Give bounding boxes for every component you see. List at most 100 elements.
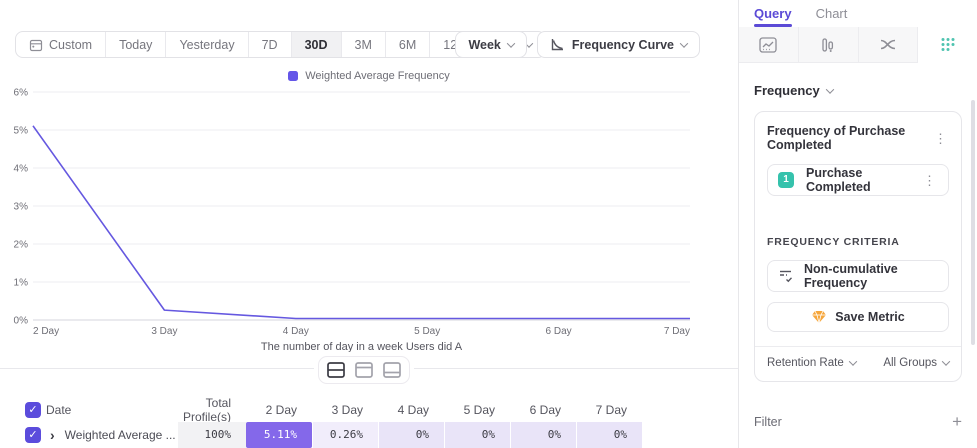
col-header-2day[interactable]: 2 Day [265, 403, 297, 417]
chart-type-strip [739, 27, 977, 63]
groups-label: All Groups [883, 357, 937, 369]
cell-2day: 5.11% [246, 422, 312, 448]
sidebar-scrollbar[interactable] [971, 100, 975, 345]
non-cumulative-frequency-button[interactable]: Non-cumulative Frequency [767, 260, 949, 292]
sidebar-content: Frequency Frequency of Purchase Complete… [739, 83, 977, 448]
x-tick-label: 5 Day [414, 326, 440, 337]
layout-chart-only-button[interactable] [352, 360, 376, 380]
x-tick-label: 7 Day [664, 326, 690, 337]
y-tick-label: 2% [14, 240, 29, 251]
select-all-checkbox[interactable]: ✓ [25, 402, 41, 418]
range-label: 7D [261, 37, 278, 52]
kebab-menu-icon[interactable]: ⋮ [923, 172, 936, 188]
event-index-badge: 1 [778, 172, 794, 188]
tab-label: Chart [815, 6, 848, 21]
kebab-menu-icon[interactable]: ⋮ [934, 130, 947, 146]
metric-type-label: Retention Rate [767, 357, 844, 369]
chart-type-flow-button[interactable] [858, 27, 919, 63]
frequency-query-card: Frequency of Purchase Completed ⋮ 1 Purc… [754, 111, 962, 382]
chart-legend[interactable]: Weighted Average Frequency [0, 70, 738, 82]
range-label: 3M [354, 37, 372, 52]
chevron-down-icon [679, 38, 689, 48]
chart-type-bar-button[interactable] [798, 27, 859, 63]
filter-label: Filter [754, 415, 782, 429]
expand-row-icon[interactable]: › [50, 428, 55, 442]
cell-6day: 0% [510, 422, 576, 448]
x-axis-title: The number of day in a week Users did A [261, 341, 463, 353]
criteria-value-label: Non-cumulative Frequency [804, 262, 898, 290]
range-custom[interactable]: Custom [16, 32, 107, 57]
header-checkbox-cell: ✓ [0, 402, 46, 418]
save-metric-label: Save Metric [835, 310, 905, 324]
y-tick-label: 3% [14, 202, 29, 213]
y-tick-label: 5% [14, 126, 29, 137]
range-label: Custom [49, 37, 93, 52]
chart-type-frequency-button[interactable] [918, 27, 977, 63]
metric-type-dropdown[interactable]: Retention Rate [767, 357, 857, 369]
tab-query[interactable]: Query [754, 6, 792, 27]
frequency-criteria-heading: FREQUENCY CRITERIA [767, 236, 900, 248]
legend-label: Weighted Average Frequency [305, 70, 450, 82]
range-30d[interactable]: 30D [291, 32, 342, 57]
main-area: Custom Today Yesterday 7D 30D 3M 6M 12M … [0, 31, 738, 448]
bar-chart-icon [820, 37, 836, 53]
range-yesterday[interactable]: Yesterday [166, 32, 249, 57]
x-tick-label: 2 Day [33, 326, 59, 337]
groups-dropdown[interactable]: All Groups [883, 357, 951, 369]
list-check-icon [778, 269, 794, 283]
layout-table-only-button[interactable] [380, 360, 404, 380]
section-label: Frequency [754, 83, 820, 98]
chart-type-line-button[interactable] [739, 27, 799, 63]
interval-dropdown[interactable]: Week [455, 31, 527, 58]
chevron-down-icon [825, 84, 834, 94]
range-label: 6M [398, 37, 417, 52]
gem-icon [811, 310, 827, 324]
layout-split-button[interactable] [324, 360, 348, 380]
chevron-down-icon [506, 38, 516, 48]
col-header-7day[interactable]: 7 Day [595, 403, 627, 417]
date-toolbar: Custom Today Yesterday 7D 30D 3M 6M 12M … [15, 31, 738, 58]
y-tick-label: 1% [14, 278, 29, 289]
col-header-6day[interactable]: 6 Day [529, 403, 561, 417]
x-tick-label: 3 Day [151, 326, 177, 337]
col-header-5day[interactable]: 5 Day [463, 403, 495, 417]
range-7d[interactable]: 7D [249, 32, 292, 57]
tab-chart[interactable]: Chart [816, 6, 848, 27]
sidebar-tabs: Query Chart [739, 0, 977, 27]
cell-total-profiles: 100% [178, 422, 246, 448]
range-today[interactable]: Today [106, 32, 167, 57]
table-row[interactable]: ✓ › Weighted Average ... 100% 5.11% 0.26… [0, 422, 642, 448]
event-row[interactable]: 1 Purchase Completed ⋮ [767, 164, 949, 196]
filter-section-row[interactable]: Filter + [754, 412, 962, 432]
add-filter-icon[interactable]: + [952, 412, 962, 431]
frequency-dots-icon [940, 37, 956, 52]
flow-chart-icon [879, 37, 897, 52]
card-title: Frequency of Purchase Completed [767, 124, 906, 152]
event-name: Purchase Completed [806, 166, 871, 194]
col-header-date[interactable]: Date [46, 403, 72, 417]
range-6m[interactable]: 6M [386, 32, 431, 57]
chart-type-label: Frequency Curve [571, 37, 674, 52]
interval-label: Week [468, 37, 501, 52]
cell-4day: 0% [378, 422, 444, 448]
chart-canvas: 0% 1% 2% 3% 4% 5% 6% 2 Day 3 Day 4 Day 5 Day 6 Day 7… [14, 88, 690, 353]
row-label: Weighted Average ... [64, 428, 176, 442]
card-footer: Retention Rate All Groups [755, 346, 961, 369]
series-line[interactable] [32, 125, 690, 320]
chart-type-dropdown[interactable]: Frequency Curve [536, 31, 700, 58]
row-checkbox-cell: ✓ [0, 427, 46, 443]
col-header-4day[interactable]: 4 Day [397, 403, 429, 417]
layout-toggle [318, 356, 410, 384]
range-3m[interactable]: 3M [342, 32, 386, 57]
calendar-icon [29, 38, 43, 52]
col-header-total[interactable]: Total Profile(s) [182, 396, 231, 424]
query-sidebar: Query Chart [738, 0, 977, 448]
col-header-3day[interactable]: 3 Day [331, 403, 363, 417]
x-tick-label: 6 Day [546, 326, 572, 337]
frequency-line-chart[interactable]: 0% 1% 2% 3% 4% 5% 6% 2 Day 3 Day 4 Day 5 Day 6 Day 7… [0, 84, 738, 354]
frequency-curve-icon [550, 37, 565, 52]
frequency-section-header[interactable]: Frequency [754, 83, 962, 98]
save-metric-button[interactable]: Save Metric [767, 302, 949, 332]
row-checkbox[interactable]: ✓ [25, 427, 41, 443]
